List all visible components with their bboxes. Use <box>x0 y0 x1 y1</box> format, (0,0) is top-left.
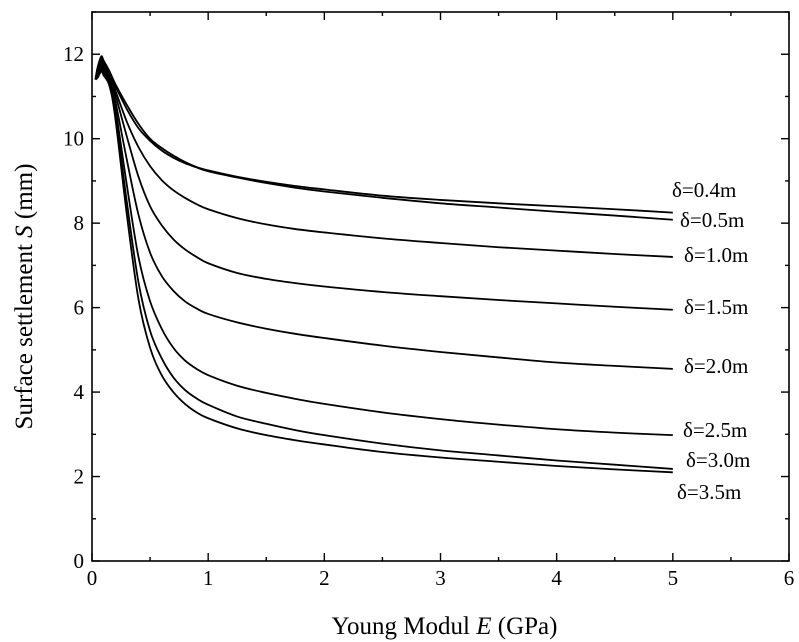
series-label-3: δ=1.0m <box>684 243 748 267</box>
x-axis-title-post: (GPa) <box>492 613 558 640</box>
y-tick-label: 6 <box>74 296 85 320</box>
series-line-2 <box>94 57 673 221</box>
series-label-6: δ=2.5m <box>683 418 747 442</box>
y-tick-label: 0 <box>74 549 85 573</box>
series-label-8: δ=3.5m <box>677 480 741 504</box>
x-tick-label: 2 <box>319 566 330 590</box>
series-line-3 <box>94 59 673 258</box>
series-layer <box>94 55 673 474</box>
y-axis-title-post: (mm) <box>11 164 38 226</box>
plot-frame <box>91 11 790 562</box>
series-label-7: δ=3.0m <box>686 448 750 472</box>
series-line-1 <box>94 55 673 214</box>
y-axis-title: Surface settlement S (mm) <box>11 164 38 430</box>
series-label-4: δ=1.5m <box>684 295 748 319</box>
series-line-8 <box>94 70 673 474</box>
y-axis-title-var: S <box>11 225 38 238</box>
series-label-1: δ=0.4m <box>672 178 736 202</box>
y-tick-label: 12 <box>63 42 84 66</box>
x-tick-label: 6 <box>784 566 795 590</box>
series-labels-layer: δ=0.4m δ=0.5m δ=1.0m δ=1.5m δ=2.0m δ=2.5m δ=3.… <box>672 178 750 504</box>
series-line-5 <box>94 63 673 370</box>
y-tick-label: 2 <box>74 465 85 489</box>
x-tick-label: 3 <box>435 566 446 590</box>
series-line-7 <box>94 68 673 470</box>
series-label-5: δ=2.0m <box>684 354 748 378</box>
series-line-6 <box>94 65 673 437</box>
x-tick-label: 5 <box>668 566 679 590</box>
y-axis-title-pre: Surface settlement <box>11 238 38 430</box>
x-tick-label: 0 <box>87 566 98 590</box>
y-tick-label: 4 <box>74 380 85 404</box>
x-axis-title-var: E <box>475 613 491 640</box>
series-label-2: δ=0.5m <box>680 208 744 232</box>
x-axis-title: Young Modul E (GPa) <box>332 613 558 640</box>
x-axis-title-pre: Young Modul <box>332 613 477 640</box>
y-tick-label: 8 <box>74 211 85 235</box>
x-tick-label: 1 <box>203 566 214 590</box>
y-tick-label: 10 <box>63 127 84 151</box>
x-tick-label: 4 <box>551 566 562 590</box>
series-line-4 <box>94 61 673 311</box>
